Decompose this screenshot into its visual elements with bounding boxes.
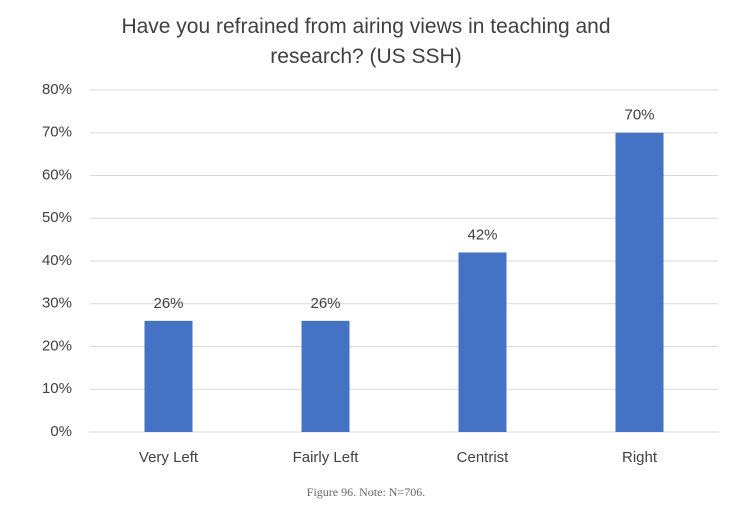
x-tick-label: Centrist xyxy=(457,449,510,466)
value-label: 42% xyxy=(467,226,497,243)
y-tick-label: 40% xyxy=(42,252,72,269)
x-tick-label: Right xyxy=(622,449,658,466)
y-tick-label: 70% xyxy=(42,124,72,141)
bar xyxy=(615,132,664,432)
caption: Figure 96. Note: N=706. xyxy=(306,485,426,499)
x-tick-label: Fairly Left xyxy=(293,449,360,466)
y-tick-label: 20% xyxy=(42,337,72,354)
bar xyxy=(458,252,507,432)
value-label: 70% xyxy=(624,107,654,124)
x-tick-label: Very Left xyxy=(139,449,199,466)
y-tick-label: 80% xyxy=(42,81,72,98)
value-label: 26% xyxy=(310,295,340,312)
y-tick-label: 30% xyxy=(42,295,72,312)
bar xyxy=(301,320,350,432)
y-tick-label: 60% xyxy=(42,166,72,183)
value-label: 26% xyxy=(153,295,183,312)
bar xyxy=(144,320,193,432)
y-tick-label: 0% xyxy=(50,423,72,440)
chart-title: Have you refrained from airing views in … xyxy=(121,15,611,68)
y-tick-label: 50% xyxy=(42,209,72,226)
y-tick-label: 10% xyxy=(42,380,72,397)
